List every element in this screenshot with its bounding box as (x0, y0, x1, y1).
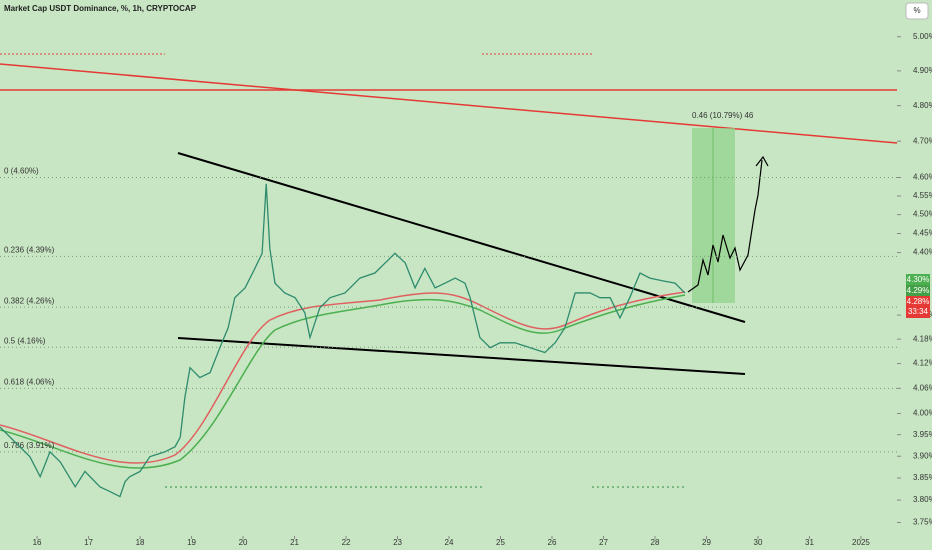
price-badge-label: 4.30% (907, 275, 930, 284)
fib-label: 0 (4.60%) (4, 167, 39, 176)
countdown: 33:34 (908, 307, 929, 316)
x-tick-label: 30 (754, 538, 763, 547)
fib-label: 0.5 (4.16%) (4, 336, 46, 345)
fib-label: 0.786 (3.91%) (4, 441, 55, 450)
y-tick-label: 4.80% (913, 101, 932, 110)
fib-label: 0.382 (4.26%) (4, 296, 55, 305)
x-tick-label: 21 (290, 538, 299, 547)
y-tick-label: 5.00% (913, 32, 932, 41)
chart-title: Market Cap USDT Dominance, %, 1h, CRYPTO… (4, 4, 197, 13)
y-tick-label: 4.06% (913, 383, 932, 392)
projection-arrow (687, 159, 763, 293)
x-tick-label: 27 (599, 538, 608, 547)
price-badge (906, 274, 930, 285)
x-tick-label: 18 (136, 538, 145, 547)
triangle-lower (177, 337, 746, 375)
measure-label: 0.46 (10.79%) 46 (692, 111, 754, 120)
y-tick-label: 3.75% (913, 518, 932, 527)
scale-button[interactable] (905, 2, 929, 20)
x-tick-label: 2025 (852, 538, 870, 547)
price-badge (906, 285, 930, 296)
price-badge (906, 296, 930, 318)
x-tick-label: 19 (187, 538, 196, 547)
fib-label: 0.236 (4.39%) (4, 246, 55, 255)
y-tick-label: 4.55% (913, 191, 932, 200)
x-tick-label: 23 (393, 538, 402, 547)
x-tick-label: 31 (805, 538, 814, 547)
x-tick-label: 28 (651, 538, 660, 547)
x-tick-label: 22 (342, 538, 351, 547)
y-tick-label: 4.12% (913, 359, 932, 368)
x-tick-label: 29 (702, 538, 711, 547)
y-tick-label: 4.40% (913, 248, 932, 257)
trend-line (0, 63, 898, 144)
price-badge-label: 4.28% (907, 297, 930, 306)
price-badge-label: 4.29% (907, 286, 930, 295)
x-tick-label: 25 (496, 538, 505, 547)
y-tick-label: 4.90% (913, 66, 932, 75)
y-tick-label: 3.80% (913, 495, 932, 504)
fib-label: 0.618 (4.06%) (4, 377, 55, 386)
y-tick-label: 3.90% (913, 451, 932, 460)
y-tick-label: 4.45% (913, 229, 932, 238)
x-tick-label: 24 (445, 538, 454, 547)
y-tick-label: 3.85% (913, 473, 932, 482)
y-tick-label: 4.00% (913, 409, 932, 418)
triangle-upper (177, 152, 746, 323)
scale-button-label[interactable]: % (913, 6, 920, 15)
x-tick-label: 26 (548, 538, 557, 547)
y-tick-label: 4.50% (913, 210, 932, 219)
moving-average (0, 291, 686, 464)
y-tick-label: 3.95% (913, 430, 932, 439)
x-tick-label: 20 (239, 538, 248, 547)
x-tick-label: 16 (33, 538, 42, 547)
y-tick-label: 4.18% (913, 334, 932, 343)
price-line (0, 183, 686, 498)
arrow-head (755, 155, 769, 167)
x-tick-label: 17 (84, 538, 93, 547)
y-tick-label: 4.70% (913, 136, 932, 145)
y-tick-label: 4.60% (913, 173, 932, 182)
